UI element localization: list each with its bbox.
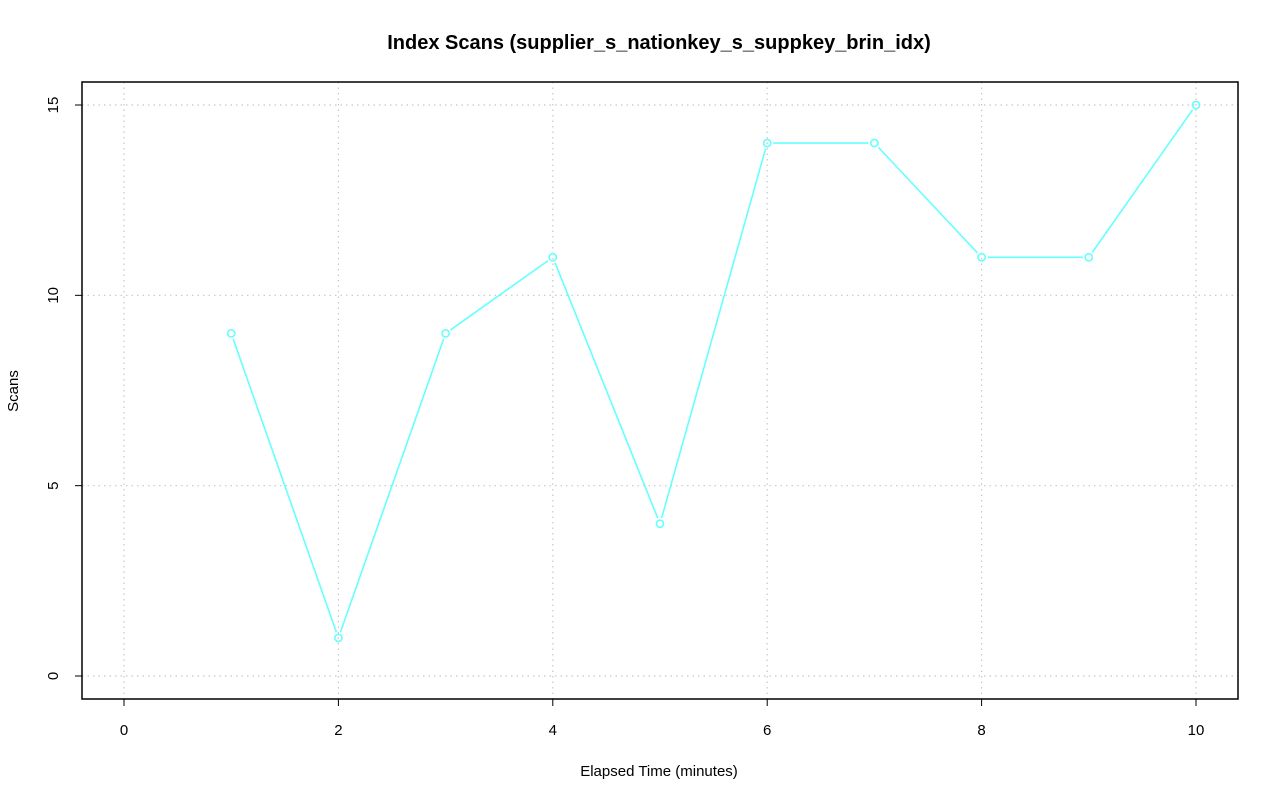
data-point bbox=[762, 138, 772, 148]
x-tick-label: 0 bbox=[120, 722, 128, 739]
x-tick-label: 10 bbox=[1188, 722, 1205, 739]
x-tick-label: 8 bbox=[977, 722, 985, 739]
y-tick-label: 0 bbox=[45, 672, 62, 680]
data-point bbox=[226, 328, 236, 338]
data-point bbox=[333, 633, 343, 643]
series-line-segment bbox=[554, 262, 659, 519]
x-tick-label: 2 bbox=[334, 722, 342, 739]
series-line-segment bbox=[339, 338, 445, 633]
x-tick-label: 4 bbox=[549, 722, 557, 739]
x-tick-label: 6 bbox=[763, 722, 771, 739]
series-line-segment bbox=[877, 146, 979, 254]
data-point bbox=[441, 328, 450, 338]
series-line-segment bbox=[232, 338, 338, 633]
chart-title: Index Scans (supplier_s_nationkey_s_supp… bbox=[387, 32, 931, 54]
data-point bbox=[655, 519, 665, 529]
x-axis-label: Elapsed Time (minutes) bbox=[580, 763, 738, 780]
x-axis: 0 2 4 6 8 10 bbox=[120, 699, 1205, 739]
series-line-segment bbox=[1091, 109, 1194, 253]
plot-frame bbox=[81, 81, 1239, 700]
y-axis: 0 5 10 15 bbox=[45, 97, 82, 680]
data-point bbox=[1084, 252, 1094, 262]
series-line-segment bbox=[660, 148, 767, 519]
series-layer bbox=[226, 100, 1201, 643]
y-tick-label: 10 bbox=[45, 287, 62, 304]
data-point bbox=[1191, 100, 1201, 110]
y-axis-label: Scans bbox=[5, 370, 22, 412]
data-point bbox=[977, 252, 986, 262]
data-point bbox=[548, 252, 558, 262]
grid-lines bbox=[82, 82, 1238, 699]
y-tick-label: 15 bbox=[45, 97, 62, 114]
series-line-segment bbox=[450, 260, 549, 331]
data-point bbox=[870, 138, 879, 148]
y-tick-label: 5 bbox=[45, 481, 62, 489]
